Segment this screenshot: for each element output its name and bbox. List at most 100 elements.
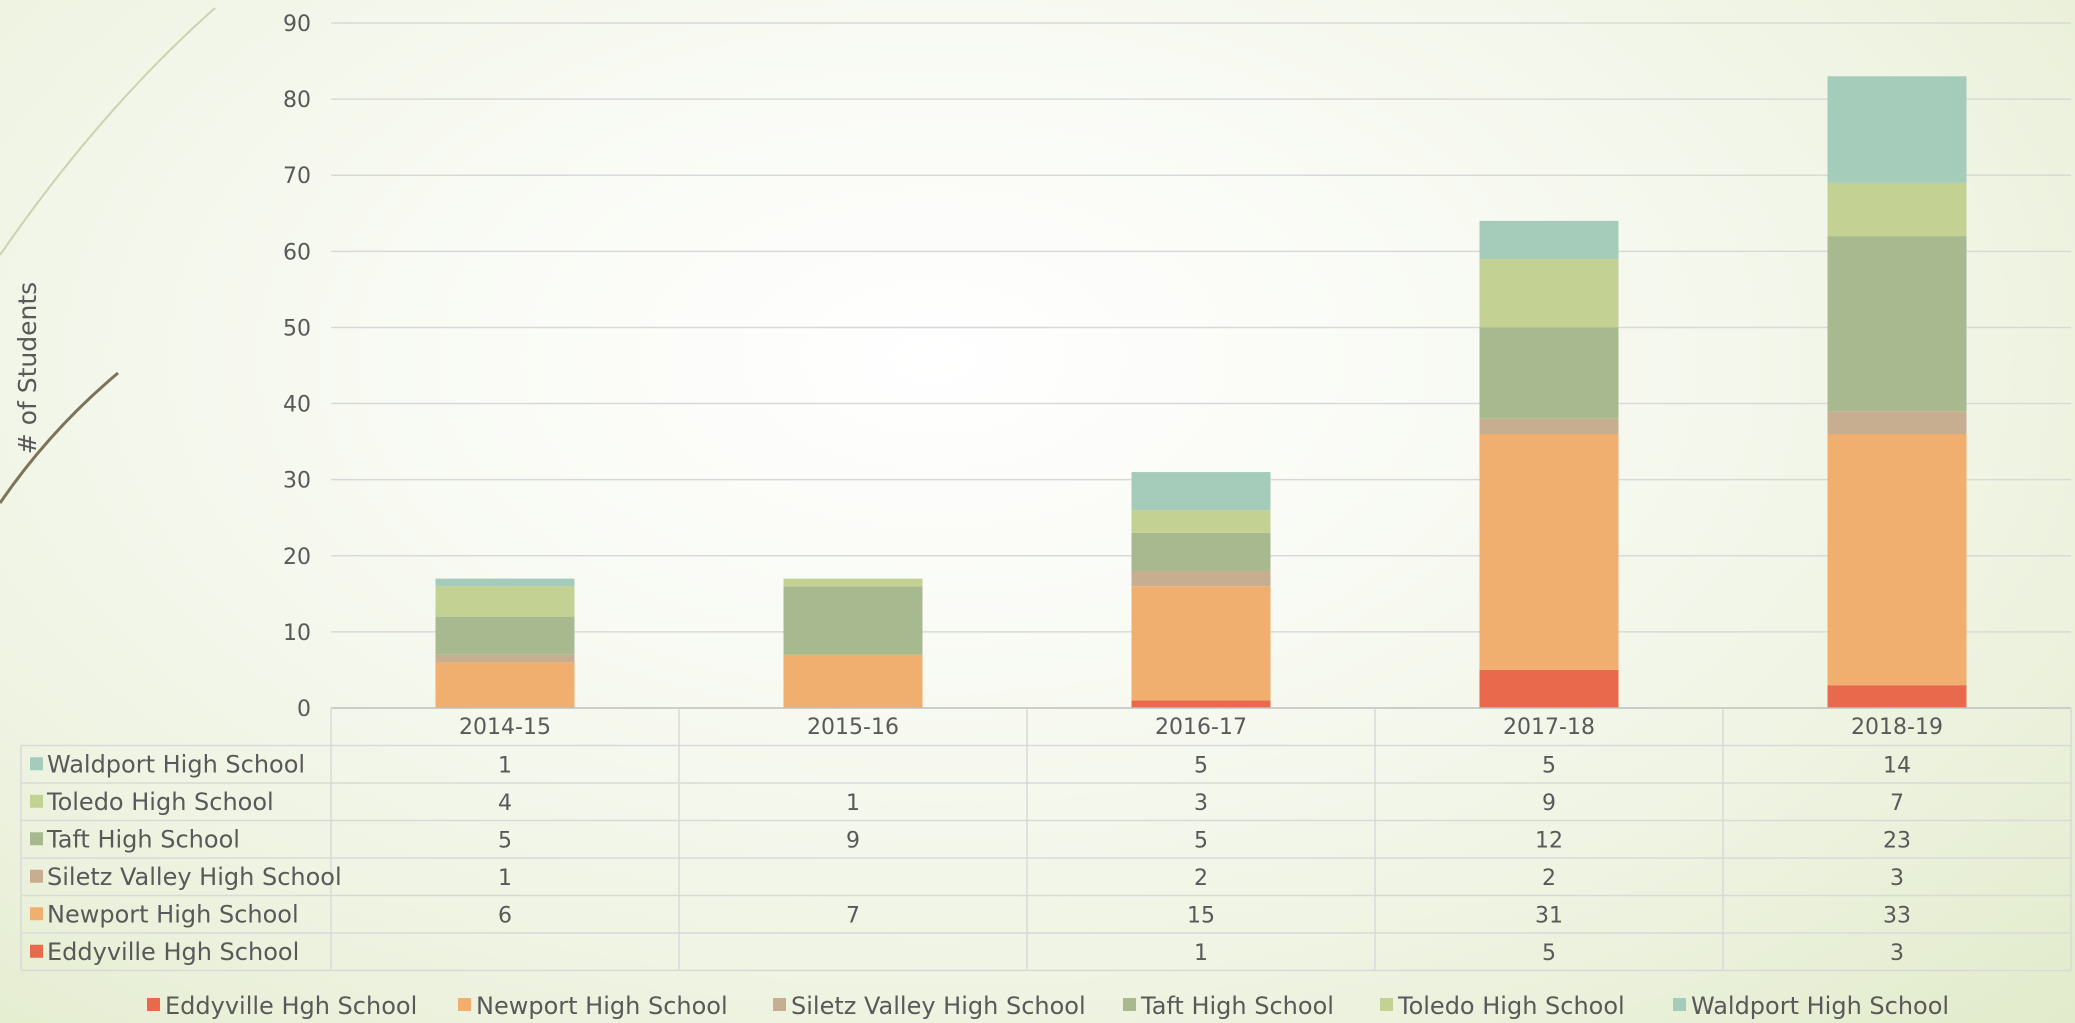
data-label: 3 (1194, 791, 1208, 816)
data-table: 2014-15 2015-16 2016-17 2017-18 2018-19 Waldp… (20, 707, 2072, 972)
data-label: 31 (1535, 903, 1563, 928)
row-label: Toledo High School (46, 788, 274, 816)
legend-label: Siletz Valley High School (791, 992, 1086, 1020)
y-tick-label: 10 (283, 621, 311, 646)
data-label: 33 (1883, 903, 1911, 928)
bar-segment (1827, 434, 1967, 686)
bar-segment (1827, 411, 1967, 434)
bars (435, 76, 1967, 708)
y-tick-label: 80 (283, 88, 311, 113)
bar-segment (1131, 510, 1271, 533)
bar-segment (1479, 434, 1619, 670)
row-key-swatch (30, 907, 43, 921)
data-label: 5 (1194, 828, 1208, 853)
legend-swatch (1380, 998, 1393, 1011)
legend-label: Taft High School (1140, 992, 1334, 1020)
data-label: 5 (498, 828, 512, 853)
x-tick-label: 2016-17 (1155, 715, 1247, 740)
data-label: 5 (1542, 941, 1556, 966)
legend-swatch (147, 998, 160, 1011)
data-label: 12 (1535, 828, 1563, 853)
y-axis-label: # of Students (13, 282, 42, 454)
y-tick-label: 0 (297, 697, 311, 722)
legend: Eddyville Hgh School Newport High School S… (147, 992, 1949, 1020)
bar-segment (1827, 236, 1967, 412)
bar-segment (1479, 220, 1619, 259)
x-tick-label: 2018-19 (1851, 715, 1943, 740)
bar-segment (435, 578, 575, 587)
data-label: 2 (1542, 866, 1556, 891)
legend-swatch (1123, 998, 1136, 1011)
data-label: 1 (498, 753, 512, 778)
swoosh-line-lower (0, 371, 119, 504)
bar-segment (435, 654, 575, 663)
data-label: 14 (1883, 753, 1911, 778)
legend-swatch (773, 998, 786, 1011)
bar-segment (1479, 327, 1619, 419)
y-tick-label: 40 (283, 393, 311, 418)
y-tick-label: 20 (283, 545, 311, 570)
data-label: 1 (498, 866, 512, 891)
bar-segment (435, 616, 575, 655)
x-tick-label: 2015-16 (807, 715, 899, 740)
y-tick-label: 70 (283, 164, 311, 189)
y-axis-ticks: 0 10 20 30 40 50 60 70 80 90 (283, 12, 311, 722)
data-label: 5 (1194, 753, 1208, 778)
data-label: 3 (1890, 866, 1904, 891)
bar-segment (1479, 418, 1619, 434)
data-label: 7 (1890, 791, 1904, 816)
row-key-swatch (30, 757, 43, 771)
bar-segment (1131, 586, 1271, 701)
bar-segment (783, 654, 923, 708)
data-label: 4 (498, 791, 512, 816)
legend-swatch (458, 998, 471, 1011)
bar-segment (1827, 182, 1967, 237)
data-label: 15 (1187, 903, 1215, 928)
data-label: 3 (1890, 941, 1904, 966)
legend-label: Toledo High School (1397, 992, 1625, 1020)
row-key-swatch (30, 832, 43, 846)
bar-segment (783, 586, 923, 655)
bar-segment (1131, 700, 1271, 708)
x-tick-label: 2014-15 (459, 715, 551, 740)
bar-segment (1479, 669, 1619, 708)
row-label: Siletz Valley High School (47, 863, 342, 891)
bar-segment (1827, 685, 1967, 708)
y-tick-label: 30 (283, 469, 311, 494)
data-label: 1 (846, 791, 860, 816)
data-label: 7 (846, 903, 860, 928)
y-tick-label: 90 (283, 12, 311, 37)
y-tick-label: 60 (283, 240, 311, 265)
legend-swatch (1673, 998, 1686, 1011)
row-key-swatch (30, 944, 43, 958)
data-label: 2 (1194, 866, 1208, 891)
data-label: 6 (498, 903, 512, 928)
row-label: Taft High School (46, 825, 240, 853)
swoosh-line-upper (0, 7, 216, 256)
bar-segment (1131, 571, 1271, 587)
legend-label: Eddyville Hgh School (165, 992, 417, 1020)
row-label: Eddyville Hgh School (47, 938, 299, 966)
legend-label: Waldport High School (1691, 992, 1949, 1020)
bar-segment (435, 586, 575, 617)
decorative-swoosh (0, 7, 216, 504)
row-label: Newport High School (47, 900, 299, 928)
bar-segment (1131, 472, 1271, 511)
legend-label: Newport High School (476, 992, 728, 1020)
bar-segment (1479, 258, 1619, 328)
bar-segment (1131, 532, 1271, 571)
row-label: Waldport High School (47, 750, 305, 778)
x-tick-label: 2017-18 (1503, 715, 1595, 740)
bar-segment (1827, 76, 1967, 183)
bar-segment (783, 578, 923, 587)
bar-segment (435, 662, 575, 708)
data-label: 23 (1883, 828, 1911, 853)
data-label: 5 (1542, 753, 1556, 778)
row-key-swatch (30, 869, 43, 883)
y-tick-label: 50 (283, 316, 311, 341)
data-label: 9 (846, 828, 860, 853)
data-label: 1 (1194, 941, 1208, 966)
data-label: 9 (1542, 791, 1556, 816)
row-key-swatch (30, 794, 43, 808)
